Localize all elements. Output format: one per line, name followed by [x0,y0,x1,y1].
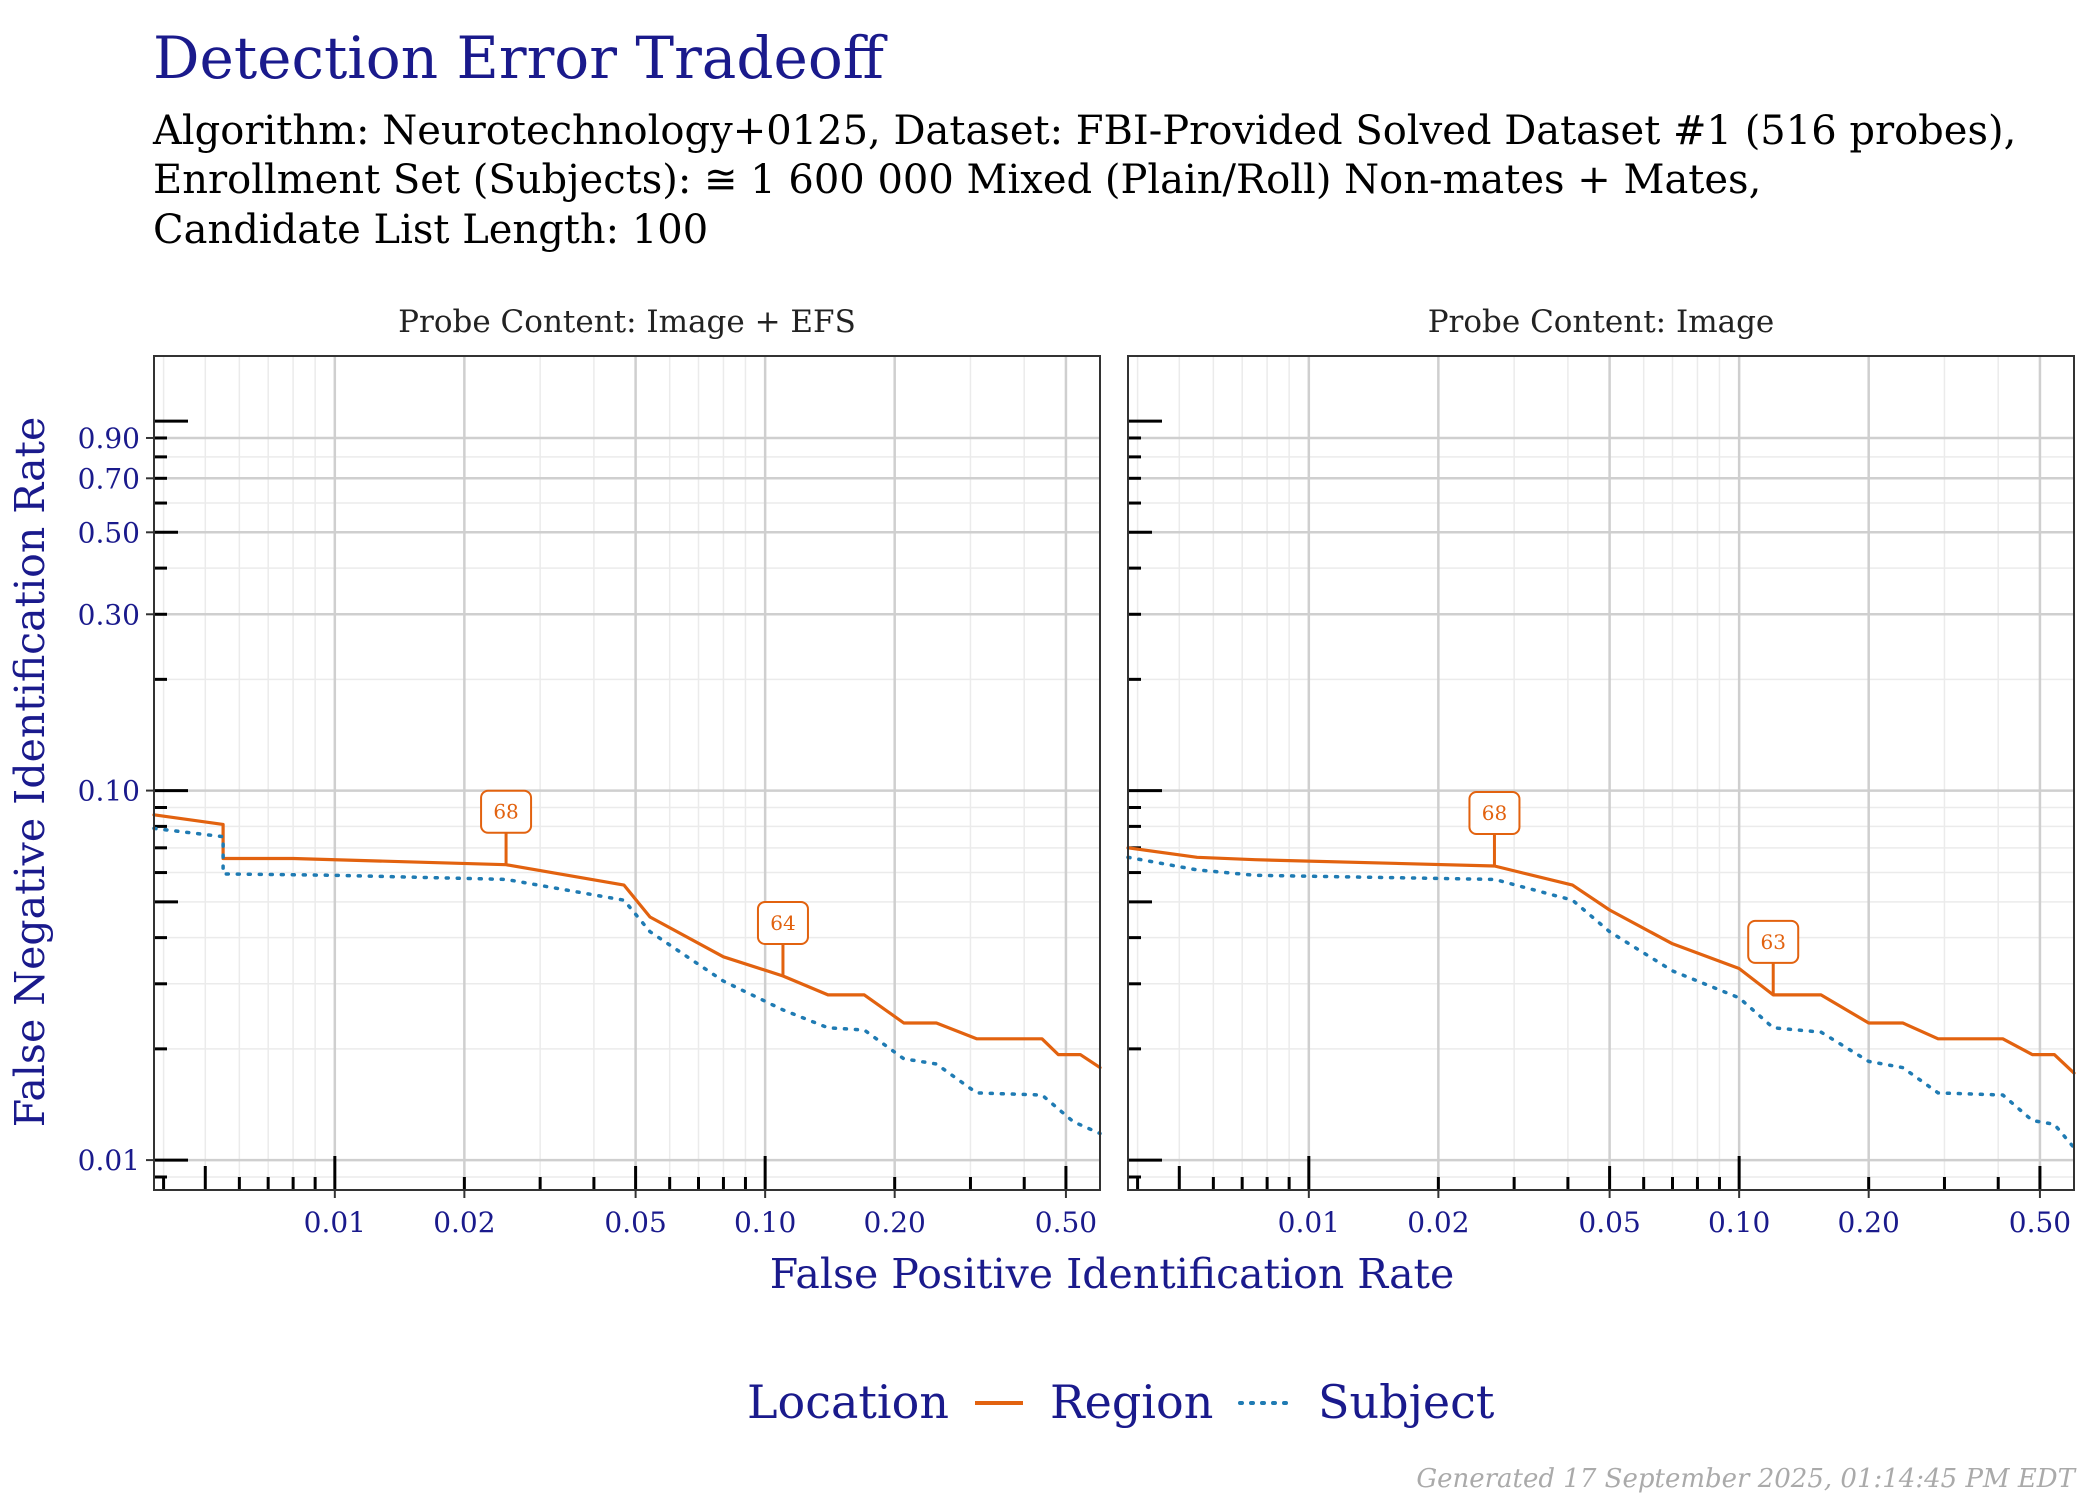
point-label-box [1468,791,1521,836]
point-label-text: 63 [1760,930,1785,954]
generated-footer: Generated 17 September 2025, 01:14:45 PM… [1416,1464,2076,1494]
x-tick-label: 0.05 [604,1206,666,1239]
x-tick-label: 0.20 [1838,1206,1900,1239]
panel-border [1127,355,2075,1191]
x-axis-title: False Positive Identification Rate [770,1250,1455,1298]
x-tick-label: 0.02 [1407,1206,1469,1239]
y-tick-label: 0.30 [78,598,140,631]
chart-subtitle-line-1: Algorithm: Neurotechnology+0125, Dataset… [152,108,2016,154]
y-tick-label: 0.70 [78,462,140,495]
y-tick-label: 0.90 [78,422,140,455]
point-label-box [480,789,533,834]
legend: Location Region Subject [747,1375,1495,1429]
point-label-text: 68 [1482,801,1507,825]
series-line-subject [1126,855,2076,1150]
panel-image-efs: Probe Content: Image + EFS 68 64 0.01 0.02 0.… [78,304,1102,1239]
legend-title: Location [747,1375,949,1429]
point-label-box [756,900,809,945]
x-tick-label: 0.50 [1035,1206,1097,1239]
series-line-region [152,813,1102,1070]
panel-strip-label: Probe Content: Image + EFS [398,304,856,340]
series-line-region [1126,846,2076,1075]
point-label-text: 64 [770,911,795,935]
legend-label-region: Region [1050,1375,1213,1429]
point-label-text: 68 [493,800,518,824]
x-tick-label: 0.05 [1578,1206,1640,1239]
x-tick-label: 0.50 [2009,1206,2071,1239]
y-tick-label: 0.50 [78,516,140,549]
y-axis-title: False Negative Identification Rate [6,417,54,1128]
x-tick-label: 0.10 [734,1206,796,1239]
chart-subtitle-line-3: Candidate List Length: 100 [153,207,708,253]
chart-title: Detection Error Tradeoff [153,24,888,92]
panel-strip-label: Probe Content: Image [1428,304,1775,340]
point-label-box [1747,919,1800,964]
chart-subtitle-line-2: Enrollment Set (Subjects): ≅ 1 600 000 M… [153,157,1761,203]
panel-border [153,355,1101,1191]
x-tick-label: 0.20 [864,1206,926,1239]
legend-label-subject: Subject [1318,1375,1495,1429]
x-tick-label: 0.01 [1278,1206,1340,1239]
x-tick-label: 0.01 [304,1206,366,1239]
x-tick-label: 0.10 [1708,1206,1770,1239]
panel-image: Probe Content: Image 68 63 0.01 0.02 0.05 0.10… [1126,304,2076,1239]
y-tick-label: 0.10 [78,775,140,808]
y-tick-label: 0.01 [78,1144,140,1177]
series-line-subject [152,826,1102,1136]
x-tick-label: 0.02 [433,1206,495,1239]
